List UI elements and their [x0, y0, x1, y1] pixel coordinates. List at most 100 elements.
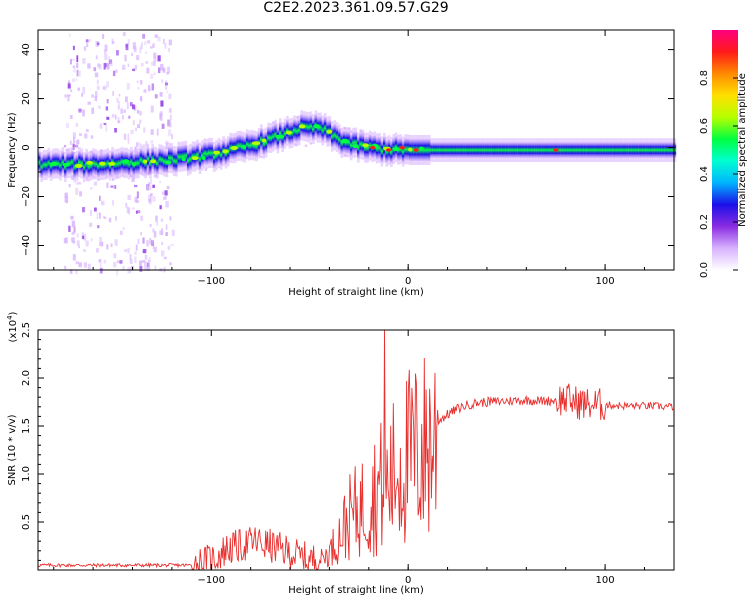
ridge-cell [583, 142, 587, 158]
ridge-cell [437, 142, 440, 158]
ridge-cell [463, 142, 466, 158]
ridge-cell [236, 135, 240, 158]
ridge-cell [470, 142, 473, 158]
noise-speck [145, 51, 147, 54]
noise-speck [83, 233, 87, 241]
noise-speck [150, 46, 153, 49]
noise-speck [122, 65, 125, 70]
noise-speck [97, 225, 100, 229]
ridge-cell [628, 142, 632, 158]
noise-speck [149, 238, 152, 245]
noise-speck [63, 145, 67, 148]
noise-speck [75, 122, 78, 127]
ridge-cell [640, 142, 644, 158]
noise-speck [101, 241, 104, 247]
ridge-cell [203, 142, 206, 165]
noise-speck [104, 44, 108, 52]
noise-speck [159, 111, 163, 116]
noise-speck [149, 223, 152, 227]
noise-speck [169, 262, 172, 266]
ridge-cell [482, 142, 485, 158]
noise-speck [137, 124, 141, 129]
ridge-cell [498, 142, 502, 158]
noise-speck [106, 63, 110, 70]
x-tick-label: −100 [198, 276, 225, 287]
ridge-cell [290, 121, 294, 144]
ridge-cell [349, 134, 353, 157]
colorbar-tick-label: 0.4 [699, 166, 710, 182]
noise-speck [147, 85, 150, 92]
ridge-cell [581, 142, 585, 158]
ridge-cell [588, 142, 592, 158]
noise-speck [98, 64, 102, 70]
noise-speck [170, 114, 172, 121]
ridge-cell [534, 142, 537, 158]
noise-speck [152, 196, 156, 202]
noise-speck [157, 36, 161, 42]
ridge-cell [42, 153, 46, 176]
noise-speck [150, 73, 154, 79]
x-tick-label: −100 [198, 575, 225, 586]
ridge-cell [186, 149, 190, 172]
ridge-cell [574, 142, 577, 158]
noise-speck [71, 175, 75, 180]
ridge-cell [118, 152, 121, 175]
colorbar-tick-label: 0.2 [699, 214, 710, 230]
noise-speck [134, 256, 137, 263]
ridge-cell [567, 142, 570, 158]
ridge-cell [572, 142, 575, 158]
ridge-cell [219, 143, 223, 166]
ridge-cell [576, 142, 580, 158]
noise-speck [123, 133, 127, 140]
ridge-peak [413, 148, 419, 152]
noise-speck [102, 34, 105, 39]
ridge-cell [248, 134, 251, 157]
noise-speck [148, 85, 152, 92]
ridge-cell [104, 153, 107, 176]
ridge-cell [444, 142, 447, 158]
noise-speck [134, 251, 137, 255]
ridge-cell [264, 131, 268, 154]
noise-speck [128, 115, 131, 119]
ridge-cell [508, 142, 511, 158]
noise-speck [120, 108, 123, 114]
ridge-cell [546, 142, 549, 158]
ridge-blob [285, 130, 292, 135]
ridge-cell [548, 142, 551, 158]
noise-speck [169, 216, 172, 221]
ridge-cell [494, 142, 497, 158]
ridge-cell [309, 115, 313, 138]
noise-speck [76, 139, 80, 145]
ridge-cell [595, 142, 599, 158]
noise-speck [106, 116, 110, 120]
ridge-cell [586, 142, 589, 158]
noise-speck [148, 182, 150, 187]
noise-speck [67, 94, 71, 97]
noise-speck [167, 245, 171, 250]
noise-speck [136, 80, 139, 84]
noise-speck [153, 57, 157, 62]
ridge-cell [64, 156, 67, 178]
ridge-cell [468, 142, 471, 158]
noise-speck [163, 196, 167, 200]
ridge-peak [553, 148, 559, 152]
noise-speck [168, 122, 172, 128]
ridge-blob [181, 157, 186, 162]
ridge-cell [600, 142, 603, 158]
noise-speck [309, 142, 313, 145]
noise-speck [146, 172, 149, 176]
noise-speck [127, 39, 130, 45]
ridge-cell [652, 142, 655, 158]
noise-speck [74, 144, 79, 148]
noise-speck [127, 133, 130, 137]
noise-speck [161, 250, 165, 257]
ridge-cell [47, 151, 51, 174]
x-tick-label: 100 [596, 276, 615, 287]
noise-speck [110, 185, 114, 188]
ridge-cell [366, 136, 369, 159]
noise-speck [112, 70, 116, 76]
noise-speck [144, 41, 147, 45]
y-multiplier-exponent: 4 [6, 315, 14, 320]
noise-speck [72, 240, 76, 244]
noise-speck [165, 201, 169, 208]
